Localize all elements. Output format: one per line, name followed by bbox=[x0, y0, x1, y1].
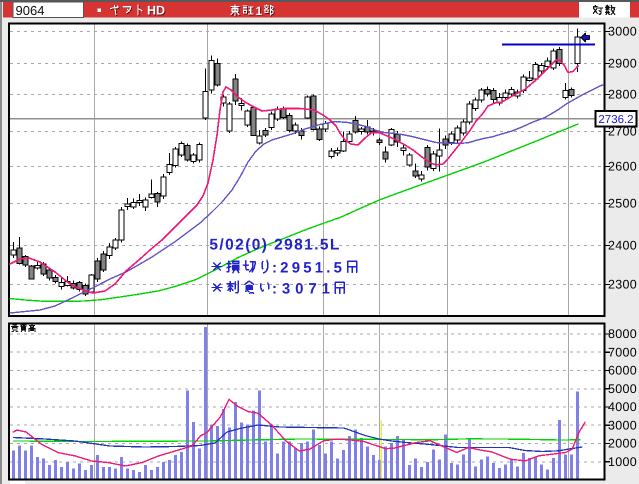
svg-text:2736.2: 2736.2 bbox=[598, 114, 633, 126]
svg-text:2800: 2800 bbox=[608, 88, 637, 102]
svg-text:9064: 9064 bbox=[16, 3, 45, 18]
svg-text:1000: 1000 bbox=[608, 455, 637, 469]
svg-text:2400: 2400 bbox=[608, 239, 637, 253]
svg-text:2500: 2500 bbox=[608, 197, 637, 211]
svg-text:2000: 2000 bbox=[608, 437, 637, 451]
svg-text:HD: HD bbox=[147, 4, 165, 18]
svg-text::3071: :3071 bbox=[272, 281, 330, 298]
svg-text:2300: 2300 bbox=[608, 278, 637, 292]
svg-text:2600: 2600 bbox=[608, 160, 637, 174]
svg-text:3000: 3000 bbox=[608, 25, 637, 39]
svg-text:5000: 5000 bbox=[608, 382, 637, 396]
svg-text:1: 1 bbox=[256, 4, 263, 18]
svg-text:2700: 2700 bbox=[608, 125, 637, 139]
svg-text:1: 1 bbox=[256, 5, 263, 19]
svg-text:5/02(0) 2981.5L: 5/02(0) 2981.5L bbox=[209, 237, 339, 254]
svg-text:7000: 7000 bbox=[608, 345, 637, 359]
svg-text:6000: 6000 bbox=[608, 364, 637, 378]
svg-text:8000: 8000 bbox=[608, 327, 637, 341]
svg-text:HD: HD bbox=[148, 5, 166, 19]
svg-text:4000: 4000 bbox=[608, 400, 637, 414]
svg-text:2900: 2900 bbox=[608, 57, 637, 71]
svg-text:3000: 3000 bbox=[608, 418, 637, 432]
